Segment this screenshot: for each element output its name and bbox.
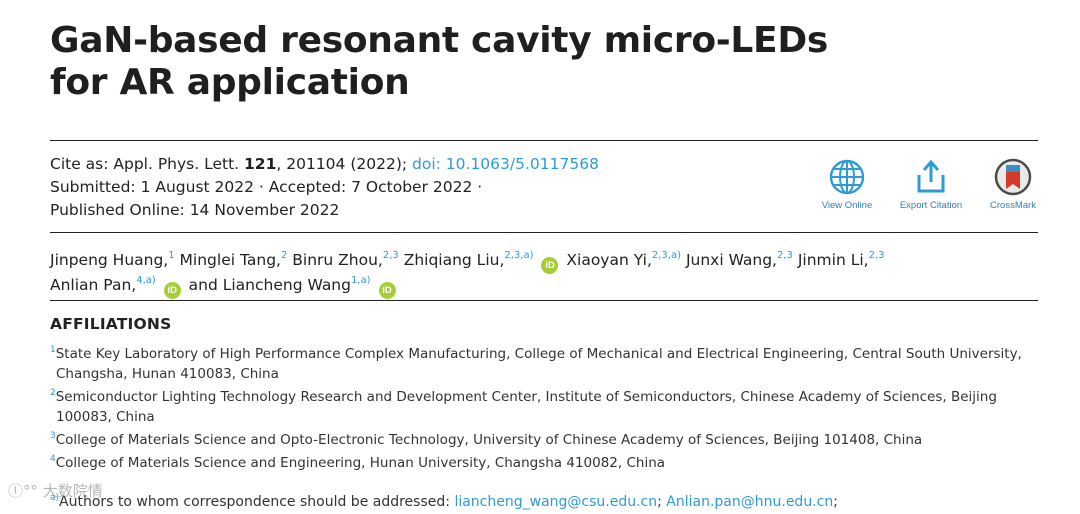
cite-rest: , 201104 (2022); — [276, 155, 413, 173]
affiliations-heading: AFFILIATIONS — [50, 315, 172, 333]
affiliation-text: Semiconductor Lighting Technology Resear… — [55, 389, 997, 425]
orcid-icon[interactable]: iD — [163, 282, 181, 299]
affiliation-text: State Key Laboratory of High Performance… — [55, 346, 1022, 382]
author-name[interactable]: Minglei Tang, — [179, 251, 281, 269]
author-list: Jinpeng Huang,1 Minglei Tang,2 Binru Zho… — [50, 249, 1040, 299]
author-affil-sup: 1 — [168, 250, 175, 261]
affiliation-item: 1State Key Laboratory of High Performanc… — [50, 344, 1040, 384]
affiliation-number: 2 — [50, 388, 56, 398]
author-name[interactable]: Xiaoyan Yi, — [566, 251, 652, 269]
author-name[interactable]: Jinmin Li, — [797, 251, 869, 269]
affiliation-number: 3 — [50, 431, 56, 441]
view-online-label: View Online — [821, 200, 873, 211]
cite-label: Cite as: Appl. Phys. Lett. — [50, 155, 245, 173]
affiliations-list: 1State Key Laboratory of High Performanc… — [50, 344, 1040, 476]
article-title: GaN-based resonant cavity micro-LEDs for… — [50, 20, 870, 104]
email-separator: ; — [657, 494, 667, 510]
author-name[interactable]: Junxi Wang, — [685, 251, 777, 269]
cite-volume: 121 — [244, 155, 277, 173]
cite-line: Cite as: Appl. Phys. Lett. 121, 201104 (… — [50, 153, 750, 176]
email-link-1[interactable]: liancheng_wang@csu.edu.cn — [454, 494, 658, 510]
author-name[interactable]: Zhiqiang Liu, — [403, 251, 505, 269]
affiliation-text: College of Materials Science and Enginee… — [55, 455, 666, 471]
divider-top — [50, 140, 1038, 141]
affiliation-number: 1 — [50, 345, 56, 355]
orcid-icon[interactable]: iD — [541, 257, 559, 274]
crossmark-label: CrossMark — [990, 200, 1036, 211]
affiliation-text: College of Materials Science and Opto-El… — [55, 432, 923, 448]
article-title-line2: for AR application — [50, 62, 410, 103]
author-name[interactable]: Anlian Pan, — [50, 276, 137, 294]
view-online-button[interactable]: View Online — [812, 158, 882, 211]
author-affil-sup: 2 — [280, 250, 288, 261]
email-link-2[interactable]: Anlian.pan@hnu.edu.cn — [666, 494, 834, 510]
author-name[interactable]: Binru Zhou, — [292, 251, 383, 269]
author-affil-sup: 2,3,a) — [504, 250, 534, 261]
correspondence-label: Authors to whom correspondence should be… — [59, 494, 455, 510]
export-icon — [917, 159, 945, 193]
email-end: ; — [833, 494, 838, 510]
author-affil-sup: 2,3 — [868, 250, 885, 261]
export-citation-label: Export Citation — [899, 200, 963, 211]
author-line-1: Jinpeng Huang,1 Minglei Tang,2 Binru Zho… — [50, 249, 1040, 274]
author-name[interactable]: and Liancheng Wang — [188, 276, 351, 294]
crossmark-button[interactable]: CrossMark — [978, 158, 1048, 211]
published-line: Published Online: 14 November 2022 — [50, 201, 340, 219]
doi-link[interactable]: doi: 10.1063/5.0117568 — [412, 155, 599, 173]
action-icons: View Online Export Citation CrossMark — [812, 158, 1052, 218]
author-affil-sup: 2,3,a) — [651, 250, 681, 261]
citation-block: Cite as: Appl. Phys. Lett. 121, 201104 (… — [50, 153, 750, 222]
affiliation-number: 4 — [50, 454, 56, 464]
author-affil-sup: 1,a) — [350, 275, 371, 286]
affiliation-item: 4College of Materials Science and Engine… — [50, 453, 1040, 473]
export-citation-button[interactable]: Export Citation — [896, 158, 966, 211]
crossmark-icon — [994, 158, 1032, 196]
author-affil-sup: 2,3 — [777, 250, 793, 261]
divider-middle — [50, 232, 1038, 233]
author-name[interactable]: Jinpeng Huang, — [50, 251, 169, 269]
watermark: ⓛ°° 大数院情 — [8, 480, 103, 501]
globe-icon — [829, 159, 865, 195]
dates-line: Submitted: 1 August 2022 · Accepted: 7 O… — [50, 178, 483, 196]
author-line-2: Anlian Pan,4,a) iD and Liancheng Wang1,a… — [50, 274, 1040, 299]
orcid-icon[interactable]: iD — [378, 282, 396, 299]
affiliation-item: 3College of Materials Science and Opto-E… — [50, 430, 1040, 450]
correspondence-line: a)Authors to whom correspondence should … — [50, 493, 1040, 511]
correspondence-sup: a) — [50, 493, 60, 503]
affiliation-item: 2Semiconductor Lighting Technology Resea… — [50, 387, 1040, 427]
watermark-logo-icon: ⓛ°° — [8, 482, 39, 500]
watermark-text: 大数院情 — [42, 482, 103, 500]
author-affil-sup: 2,3 — [382, 250, 399, 261]
author-affil-sup: 4,a) — [136, 275, 156, 286]
divider-bottom — [50, 300, 1038, 301]
article-title-line1: GaN-based resonant cavity micro-LEDs — [50, 20, 829, 61]
